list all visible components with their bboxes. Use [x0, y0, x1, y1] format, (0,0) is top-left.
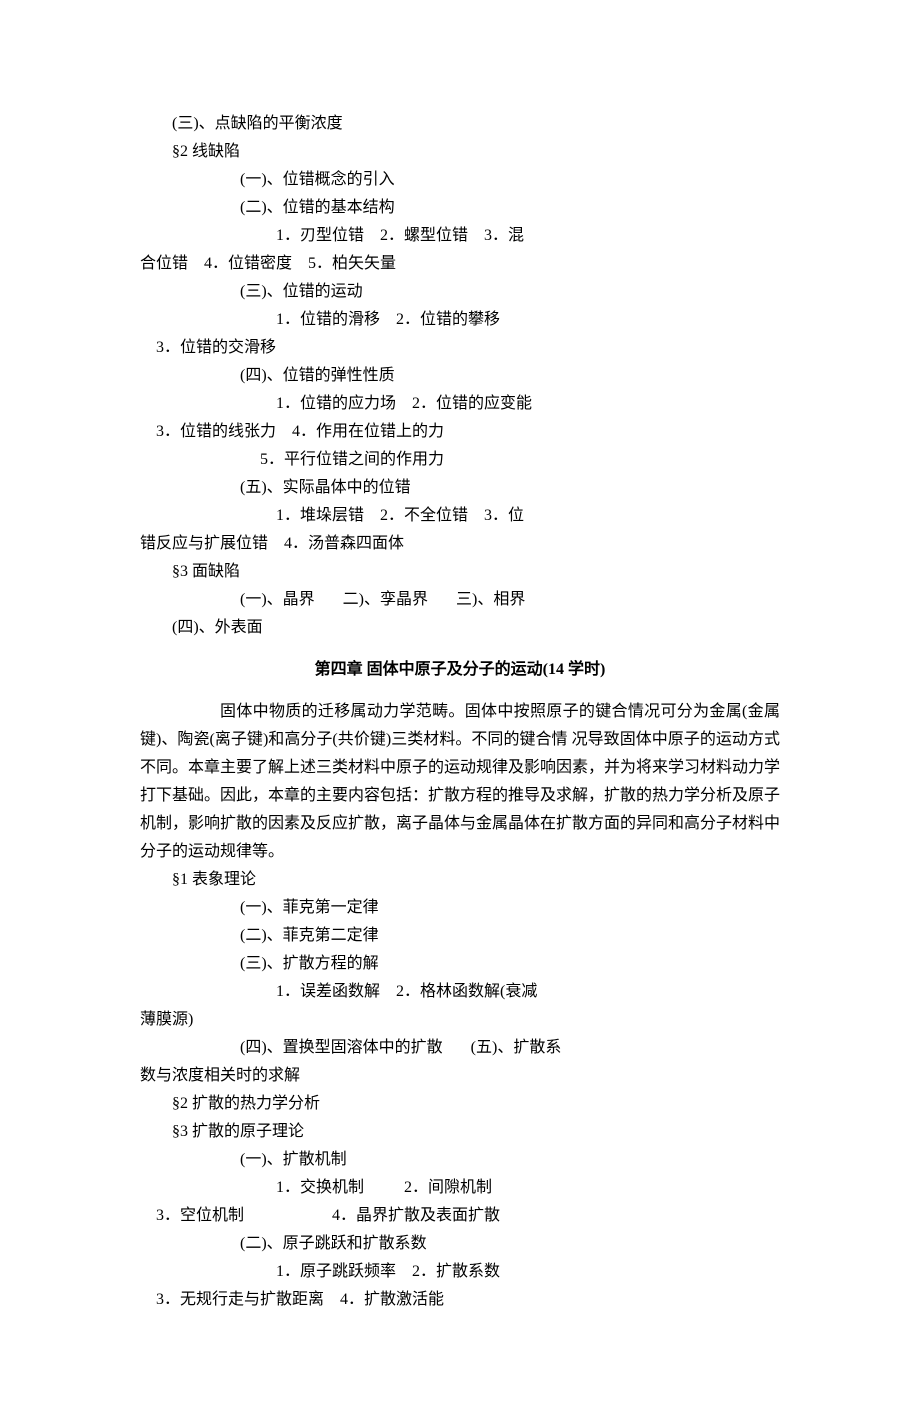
outline-line: (二)、菲克第二定律: [140, 922, 780, 950]
outline-line: §2 线缺陷: [140, 138, 780, 166]
outline-line: §3 扩散的原子理论: [140, 1118, 780, 1146]
outline-line: 1．刃型位错 2．螺型位错 3．混: [140, 222, 780, 250]
outline-line: 1．误差函数解 2．格林函数解(衰减: [140, 978, 780, 1006]
outline-line: 薄膜源): [140, 1006, 780, 1034]
outline-line: 3．无规行走与扩散距离 4．扩散激活能: [140, 1286, 780, 1314]
outline-line: 3．空位机制 4．晶界扩散及表面扩散: [140, 1202, 780, 1230]
outline-line: (三)、位错的运动: [140, 278, 780, 306]
outline-line: (一)、菲克第一定律: [140, 894, 780, 922]
outline-line: (二)、原子跳跃和扩散系数: [140, 1230, 780, 1258]
outline-line: 数与浓度相关时的求解: [140, 1062, 780, 1090]
outline-line: (四)、位错的弹性性质: [140, 362, 780, 390]
outline-line: (三)、扩散方程的解: [140, 950, 780, 978]
outline-line: §1 表象理论: [140, 866, 780, 894]
outline-line: (四)、外表面: [140, 614, 780, 642]
outline-line: (四)、置换型固溶体中的扩散 (五)、扩散系: [140, 1034, 780, 1062]
outline-line: 错反应与扩展位错 4．汤普森四面体: [140, 530, 780, 558]
chapter-title: 第四章 固体中原子及分子的运动(14 学时): [140, 656, 780, 684]
outline-line: (一)、扩散机制: [140, 1146, 780, 1174]
outline-line: (一)、晶界 二)、孪晶界 三)、相界: [140, 586, 780, 614]
chapter-intro-paragraph: 固体中物质的迁移属动力学范畴。固体中按照原子的键合情况可分为金属(金属键)、陶瓷…: [140, 698, 780, 866]
outline-line: (一)、位错概念的引入: [140, 166, 780, 194]
outline-line: 5．平行位错之间的作用力: [140, 446, 780, 474]
outline-line: (三)、点缺陷的平衡浓度: [140, 110, 780, 138]
outline-line: §2 扩散的热力学分析: [140, 1090, 780, 1118]
outline-line: 1．堆垛层错 2．不全位错 3．位: [140, 502, 780, 530]
outline-line: (五)、实际晶体中的位错: [140, 474, 780, 502]
outline-line: 1．位错的应力场 2．位错的应变能: [140, 390, 780, 418]
outline-line: 3．位错的交滑移: [140, 334, 780, 362]
outline-line: §3 面缺陷: [140, 558, 780, 586]
outline-line: 3．位错的线张力 4．作用在位错上的力: [140, 418, 780, 446]
outline-line: 1．位错的滑移 2．位错的攀移: [140, 306, 780, 334]
outline-line: 合位错 4．位错密度 5．柏矢矢量: [140, 250, 780, 278]
outline-line: 1．交换机制 2．间隙机制: [140, 1174, 780, 1202]
outline-line: (二)、位错的基本结构: [140, 194, 780, 222]
outline-line: 1．原子跳跃频率 2．扩散系数: [140, 1258, 780, 1286]
